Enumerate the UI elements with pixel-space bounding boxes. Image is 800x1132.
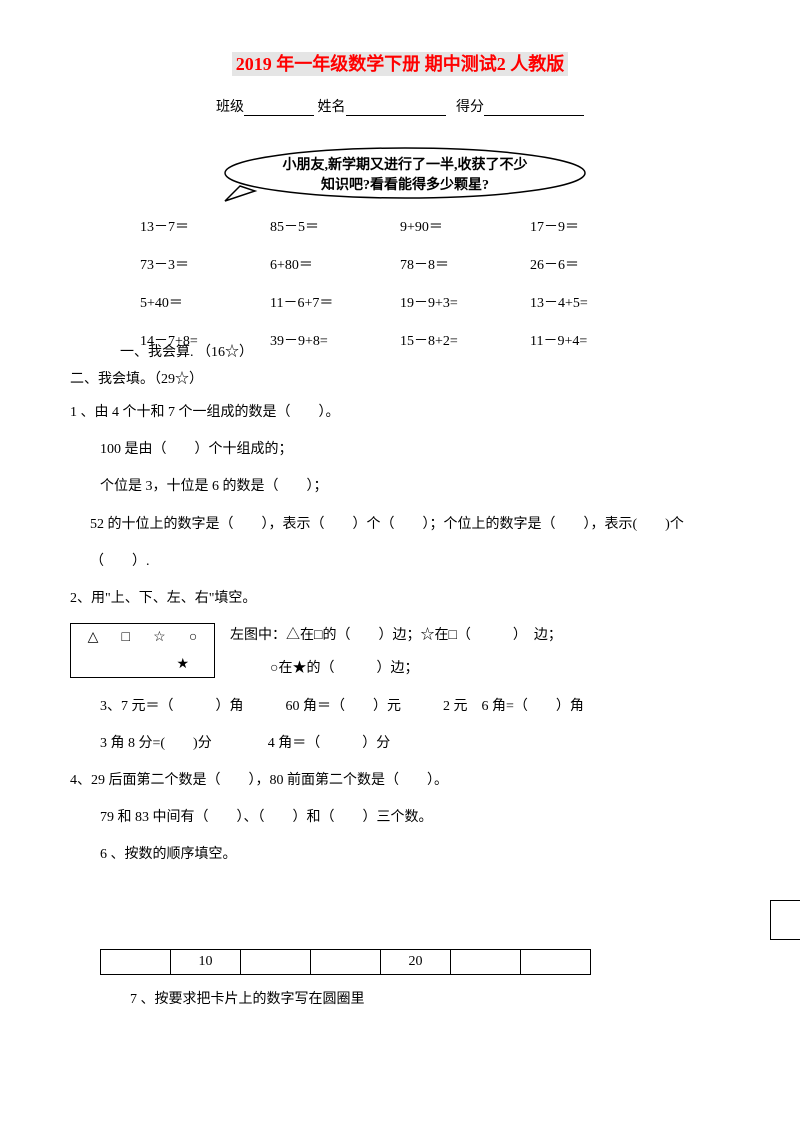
q4-line1: 4、29 后面第二个数是（ ），80 前面第二个数是（ ）。 — [70, 768, 730, 793]
q2-text1: 左图中：△在□的（ ）边；☆在□（ ） 边； — [230, 623, 730, 648]
shapes-row2: ★ — [71, 651, 214, 677]
calc-cell: 11－9+4= — [530, 330, 660, 350]
table-cell[interactable] — [311, 950, 381, 975]
calc-cell: 5+40＝ — [140, 292, 270, 312]
shapes-text: 左图中：△在□的（ ）边；☆在□（ ） 边； ○在★的（ ）边； — [230, 623, 730, 681]
title-text: 2019 年一年级数学下册 期中测试2 人教版 — [232, 52, 569, 76]
table-cell: 20 — [381, 950, 451, 975]
calc-row-1: 13－7＝ 85－5＝ 9+90＝ 17－9＝ — [140, 216, 730, 236]
q2-text2: ○在★的（ ）边； — [270, 656, 730, 681]
star-open-icon: ☆ — [153, 629, 166, 646]
square-icon: □ — [122, 630, 130, 646]
q1-line5: （ ）. — [90, 549, 730, 574]
q7: 7 、按要求把卡片上的数字写在圆圈里 — [130, 987, 730, 1012]
class-blank[interactable] — [244, 100, 314, 116]
q1-line2: 100 是由（ ）个十组成的； — [100, 437, 730, 462]
student-info-line: 班级 姓名 得分 — [70, 96, 730, 116]
section1-title: 一、我会算. （16☆） — [120, 341, 253, 361]
q4-line2: 79 和 83 中间有（ ）、（ ）和（ ）三个数。 — [100, 805, 730, 830]
calc-cell: 11－6+7＝ — [270, 292, 400, 312]
page-title: 2019 年一年级数学下册 期中测试2 人教版 — [70, 50, 730, 76]
star-filled-icon: ★ — [176, 656, 189, 673]
calc-cell: 9+90＝ — [400, 216, 530, 236]
speech-bubble-container: 一、我会算. （16☆） 小朋友,新学期又进行了一半,收获了不少 知识吧?看看能… — [70, 146, 730, 206]
class-label: 班级 — [216, 100, 244, 115]
score-blank[interactable] — [484, 100, 584, 116]
q3-line1: 3、7 元＝（ ）角 60 角＝（ ）元 2 元 6 角=（ ）角 — [100, 694, 730, 719]
speech-bubble: 小朋友,新学期又进行了一半,收获了不少 知识吧?看看能得多少颗星? — [220, 146, 590, 201]
calc-cell: 17－9＝ — [530, 216, 660, 236]
name-label: 姓名 — [318, 100, 346, 115]
side-box — [770, 900, 800, 940]
bubble-text: 小朋友,新学期又进行了一半,收获了不少 知识吧?看看能得多少颗星? — [250, 156, 560, 195]
bubble-line1: 小朋友,新学期又进行了一半,收获了不少 — [283, 158, 528, 173]
table-cell[interactable] — [451, 950, 521, 975]
calc-cell: 13－4+5= — [530, 292, 660, 312]
calc-row-2: 73－3＝ 6+80＝ 78－8＝ 26－6＝ — [140, 254, 730, 274]
number-sequence-table: 10 20 — [100, 949, 591, 975]
calc-cell: 85－5＝ — [270, 216, 400, 236]
triangle-icon: △ — [88, 629, 99, 646]
q1-line4: 52 的十位上的数字是（ ），表示（ ）个（ ）；个位上的数字是（ ），表示( … — [90, 512, 730, 537]
q1-line1: 1 、由 4 个十和 7 个一组成的数是（ ）。 — [70, 400, 730, 425]
calc-cell: 73－3＝ — [140, 254, 270, 274]
shapes-question: △ □ ☆ ○ ★ 左图中：△在□的（ ）边；☆在□（ ） 边； ○在★的（ ）… — [70, 623, 730, 681]
bubble-line2: 知识吧?看看能得多少颗星? — [321, 178, 489, 193]
q1-line3: 个位是 3，十位是 6 的数是（ ）； — [100, 474, 730, 499]
calculation-grid: 13－7＝ 85－5＝ 9+90＝ 17－9＝ 73－3＝ 6+80＝ 78－8… — [140, 216, 730, 350]
calc-cell: 15－8+2= — [400, 330, 530, 350]
section2-title: 二、我会填。（29☆） — [70, 368, 730, 388]
circle-icon: ○ — [189, 630, 197, 646]
q3-line2: 3 角 8 分=( )分 4 角＝（ ）分 — [100, 731, 730, 756]
calc-cell: 6+80＝ — [270, 254, 400, 274]
table-cell[interactable] — [521, 950, 591, 975]
q6: 6 、按数的顺序填空。 — [100, 842, 730, 867]
section2: 二、我会填。（29☆） 1 、由 4 个十和 7 个一组成的数是（ ）。 100… — [70, 368, 730, 1013]
score-label: 得分 — [456, 100, 484, 115]
shapes-box: △ □ ☆ ○ ★ — [70, 623, 215, 678]
shapes-row1: △ □ ☆ ○ — [71, 624, 214, 651]
calc-cell: 26－6＝ — [530, 254, 660, 274]
calc-cell: 19－9+3= — [400, 292, 530, 312]
calc-row-3: 5+40＝ 11－6+7＝ 19－9+3= 13－4+5= — [140, 292, 730, 312]
table-cell[interactable] — [241, 950, 311, 975]
table-cell[interactable] — [101, 950, 171, 975]
q2-title: 2、用"上、下、左、右"填空。 — [70, 586, 730, 611]
name-blank[interactable] — [346, 100, 446, 116]
calc-cell: 39－9+8= — [270, 330, 400, 350]
calc-cell: 13－7＝ — [140, 216, 270, 236]
table-cell: 10 — [171, 950, 241, 975]
calc-cell: 78－8＝ — [400, 254, 530, 274]
